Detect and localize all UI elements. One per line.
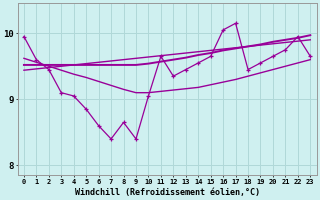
- X-axis label: Windchill (Refroidissement éolien,°C): Windchill (Refroidissement éolien,°C): [75, 188, 260, 197]
